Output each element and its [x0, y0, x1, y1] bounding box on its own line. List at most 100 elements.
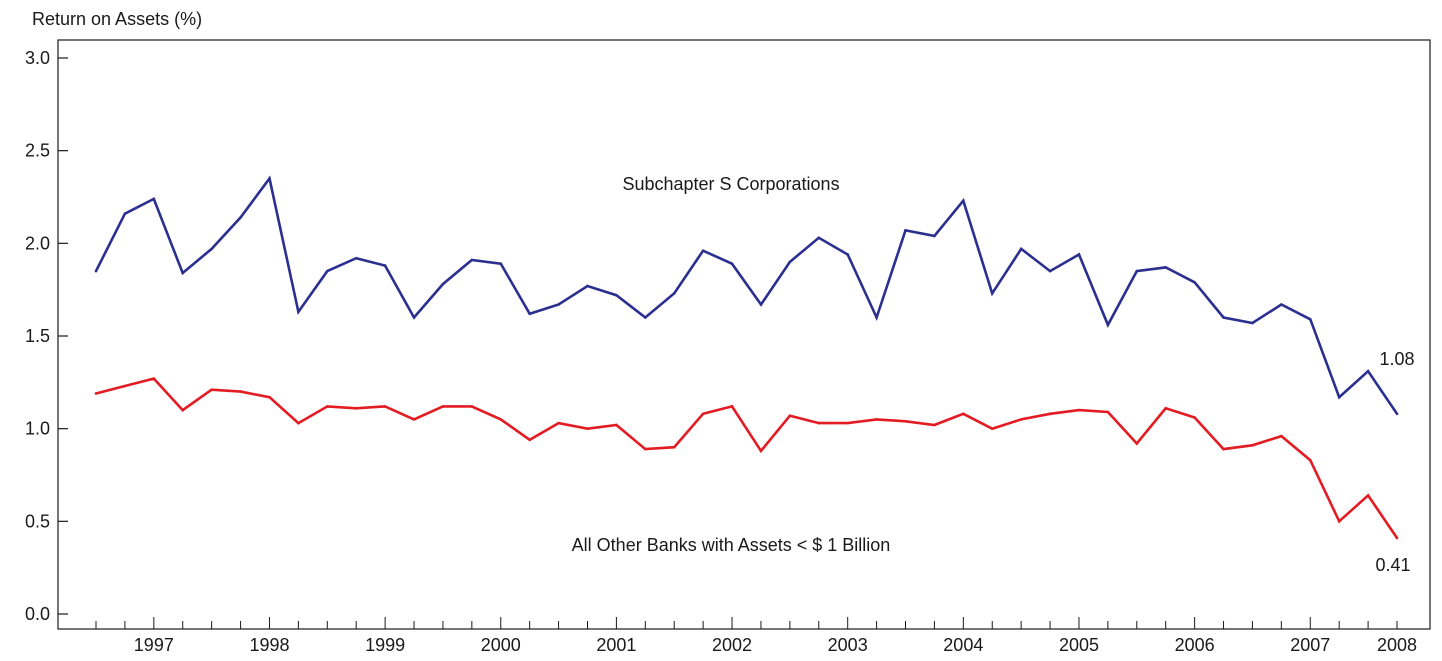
data-point-other-banks: [788, 414, 792, 417]
data-point-subchapter-s: [875, 316, 878, 319]
data-point-subchapter-s: [990, 292, 994, 295]
data-point-subchapter-s: [1366, 369, 1370, 373]
data-point-subchapter-s: [672, 292, 676, 295]
data-point-subchapter-s: [644, 316, 647, 319]
data-point-subchapter-s: [557, 303, 560, 306]
data-point-subchapter-s: [759, 303, 763, 306]
y-tick-label: 1.0: [25, 419, 50, 439]
data-point-subchapter-s: [701, 249, 705, 253]
data-point-subchapter-s: [94, 269, 98, 273]
data-point-other-banks: [1366, 494, 1370, 497]
series-other-banks: [94, 377, 1399, 540]
data-point-other-banks: [875, 418, 878, 421]
data-point-subchapter-s: [1193, 280, 1196, 284]
data-point-other-banks: [759, 449, 763, 453]
data-point-other-banks: [586, 427, 589, 430]
x-tick-label: 2000: [481, 635, 521, 655]
data-point-other-banks: [1337, 520, 1341, 523]
series-subchapter-s: [94, 175, 1399, 416]
data-point-other-banks: [1222, 447, 1225, 451]
y-tick-label: 2.0: [25, 233, 50, 253]
data-point-other-banks: [181, 408, 185, 412]
y-tick-label: 3.0: [25, 48, 50, 68]
data-point-subchapter-s: [1135, 269, 1139, 273]
x-tick-label: 1997: [134, 635, 174, 655]
y-tick-label: 0.5: [25, 511, 50, 531]
data-point-subchapter-s: [123, 212, 127, 215]
y-tick-label: 1.5: [25, 326, 50, 346]
data-point-other-banks: [1106, 410, 1110, 414]
data-point-subchapter-s: [846, 253, 849, 256]
data-point-subchapter-s: [1280, 303, 1283, 306]
x-tick-label: 2002: [712, 635, 752, 655]
data-point-subchapter-s: [1251, 321, 1254, 325]
data-point-subchapter-s: [499, 262, 503, 266]
data-point-other-banks: [152, 377, 156, 380]
data-point-subchapter-s: [528, 312, 531, 316]
y-axis: 0.0 0.5 1.0 1.5 2.0 2.5 3.0: [25, 48, 68, 624]
x-tick-label: 2004: [943, 635, 983, 655]
data-point-subchapter-s: [933, 234, 936, 238]
data-point-other-banks: [1077, 408, 1081, 412]
data-point-subchapter-s: [615, 293, 618, 297]
data-point-subchapter-s: [1019, 247, 1023, 251]
x-axis: 1997 1998 1999 2000 2001 2002 2003 2004 2005 2006…: [95, 617, 1417, 655]
data-point-other-banks: [846, 421, 849, 425]
data-point-other-banks: [1308, 458, 1312, 462]
data-point-other-banks: [933, 423, 936, 427]
data-point-other-banks: [962, 412, 965, 416]
data-point-other-banks: [672, 445, 676, 449]
x-tick-label: 2007: [1290, 635, 1330, 655]
data-point-subchapter-s: [441, 282, 445, 286]
data-point-subchapter-s: [1048, 269, 1052, 273]
data-point-subchapter-s: [1164, 266, 1168, 269]
data-point-other-banks: [1395, 536, 1399, 540]
data-point-subchapter-s: [239, 216, 242, 219]
data-point-other-banks: [1048, 412, 1052, 416]
data-point-other-banks: [730, 405, 734, 408]
data-point-other-banks: [1251, 444, 1254, 447]
data-point-subchapter-s: [730, 262, 734, 266]
data-point-subchapter-s: [1222, 316, 1225, 319]
data-point-other-banks: [354, 406, 358, 410]
data-point-other-banks: [1019, 418, 1023, 421]
x-tick-label: 2005: [1059, 635, 1099, 655]
data-point-other-banks: [499, 418, 503, 421]
data-point-other-banks: [904, 419, 907, 423]
x-tick-label: 2008: [1377, 635, 1417, 655]
y-tick-label: 2.5: [25, 141, 50, 161]
x-tick-label: 1999: [365, 635, 405, 655]
data-point-subchapter-s: [152, 197, 156, 201]
data-point-subchapter-s: [1106, 323, 1110, 327]
data-point-subchapter-s: [181, 271, 185, 275]
series-layer: [94, 175, 1399, 540]
data-point-subchapter-s: [817, 236, 821, 240]
data-point-subchapter-s: [325, 269, 329, 273]
data-point-other-banks: [412, 418, 416, 421]
data-point-subchapter-s: [412, 316, 416, 319]
y-axis-title: Return on Assets (%): [32, 9, 202, 29]
data-point-subchapter-s: [962, 199, 965, 203]
data-point-other-banks: [1193, 416, 1196, 419]
data-point-other-banks: [239, 390, 242, 393]
end-value-other-banks: 0.41: [1375, 555, 1410, 575]
data-point-other-banks: [990, 427, 994, 430]
series-label-subchapter-s: Subchapter S Corporations: [622, 174, 839, 194]
data-point-other-banks: [701, 412, 705, 416]
data-point-other-banks: [1164, 406, 1168, 410]
plot-frame: [57, 39, 1431, 630]
data-point-subchapter-s: [1337, 395, 1341, 399]
data-point-other-banks: [1135, 442, 1139, 445]
data-point-other-banks: [470, 405, 474, 408]
data-point-subchapter-s: [586, 284, 589, 288]
data-point-other-banks: [441, 405, 445, 408]
data-point-subchapter-s: [1395, 412, 1399, 416]
series-line-other-banks: [95, 377, 1399, 539]
data-point-subchapter-s: [354, 256, 358, 260]
data-point-other-banks: [383, 405, 387, 408]
data-point-other-banks: [297, 421, 300, 425]
x-tick-label: 2003: [828, 635, 868, 655]
data-point-other-banks: [528, 438, 531, 442]
